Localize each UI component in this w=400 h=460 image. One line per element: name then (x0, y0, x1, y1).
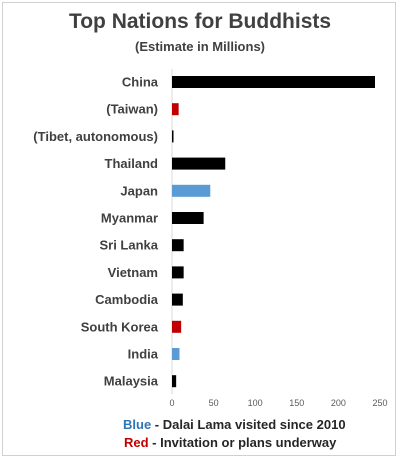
legend-text-red: - Invitation or plans underway (148, 435, 337, 450)
bar-china (172, 76, 376, 88)
bar-thailand (172, 157, 226, 170)
legend-item-red: Red - Invitation or plans underway (124, 435, 336, 450)
category-label-south-korea: South Korea (81, 319, 159, 334)
bar-sri-lanka (172, 239, 184, 252)
x-tick-label-100: 100 (248, 398, 263, 408)
category-label-cambodia: Cambodia (95, 292, 159, 307)
bar-cambodia (172, 293, 183, 306)
bar-india (172, 348, 180, 360)
legend-text-blue: - Dalai Lama visited since 2010 (151, 417, 346, 432)
category-label-taiwan: (Taiwan) (106, 102, 158, 117)
category-label-thailand: Thailand (105, 156, 159, 171)
legend-item-blue: Blue - Dalai Lama visited since 2010 (123, 417, 346, 432)
category-label-japan: Japan (120, 183, 158, 198)
bar-taiwan (172, 103, 179, 116)
bar-japan (172, 184, 211, 197)
legend-key-red: Red (124, 435, 149, 450)
category-label-china: China (122, 75, 159, 90)
chart-subtitle: (Estimate in Millions) (134, 39, 265, 54)
x-tick-label-200: 200 (331, 398, 346, 408)
x-tick-label-0: 0 (169, 398, 174, 408)
chart-title: Top Nations for Buddhists (68, 10, 332, 33)
category-label-myanmar: Myanmar (101, 211, 158, 226)
x-tick-label-250: 250 (372, 398, 387, 408)
category-label-india: India (128, 347, 159, 362)
bar-south-korea (172, 320, 182, 333)
bar-tibet-autonomous (172, 130, 174, 143)
bar-vietnam (172, 266, 184, 279)
category-label-tibet-autonomous: (Tibet, autonomous) (33, 129, 158, 144)
category-label-malaysia: Malaysia (104, 374, 159, 389)
x-tick-label-50: 50 (209, 398, 219, 408)
bar-myanmar (172, 212, 204, 224)
category-label-vietnam: Vietnam (108, 265, 158, 280)
x-tick-label-150: 150 (289, 398, 304, 408)
legend-key-blue: Blue (123, 417, 152, 432)
category-label-sri-lanka: Sri Lanka (99, 238, 158, 253)
bar-malaysia (172, 375, 177, 388)
